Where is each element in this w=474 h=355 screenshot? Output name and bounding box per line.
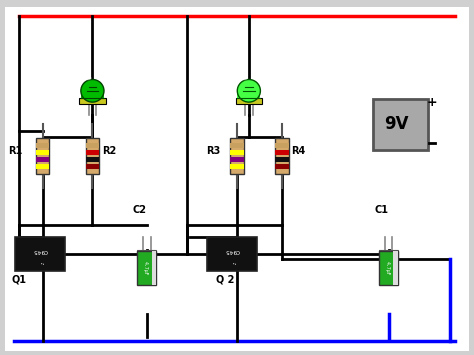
FancyBboxPatch shape [86,138,99,174]
Text: R2: R2 [102,146,116,157]
FancyBboxPatch shape [237,89,260,98]
Text: R1: R1 [9,146,23,157]
Text: 9V: 9V [384,115,409,133]
FancyBboxPatch shape [5,7,469,351]
Text: C945: C945 [225,248,240,253]
FancyBboxPatch shape [86,150,99,155]
Text: R4: R4 [292,146,306,157]
Text: C1: C1 [374,205,389,215]
FancyBboxPatch shape [86,157,99,162]
FancyBboxPatch shape [81,89,104,98]
Text: C945: C945 [33,248,48,253]
FancyBboxPatch shape [36,138,49,174]
FancyBboxPatch shape [16,237,65,271]
FancyBboxPatch shape [36,143,49,148]
Text: 4.7µF: 4.7µF [385,261,390,275]
FancyBboxPatch shape [36,157,49,162]
Text: Q 2: Q 2 [216,274,234,284]
FancyBboxPatch shape [79,98,106,104]
FancyBboxPatch shape [230,150,244,155]
FancyBboxPatch shape [230,157,244,162]
Text: ’ᴲ: ’ᴲ [37,258,43,263]
Text: ’ᴲ: ’ᴲ [229,258,235,263]
Text: Q1: Q1 [12,274,27,284]
FancyBboxPatch shape [207,237,257,271]
Ellipse shape [84,76,91,80]
FancyBboxPatch shape [36,164,49,169]
FancyBboxPatch shape [86,143,99,148]
FancyBboxPatch shape [230,164,244,169]
FancyBboxPatch shape [36,150,49,155]
FancyBboxPatch shape [275,164,289,169]
FancyBboxPatch shape [275,143,289,148]
FancyBboxPatch shape [275,157,289,162]
FancyBboxPatch shape [230,138,244,174]
FancyBboxPatch shape [137,251,156,285]
Ellipse shape [81,80,104,102]
FancyBboxPatch shape [393,251,398,285]
Text: C2: C2 [133,205,147,215]
FancyBboxPatch shape [137,250,156,258]
FancyBboxPatch shape [275,150,289,155]
FancyBboxPatch shape [275,138,289,174]
Text: +: + [426,95,437,109]
FancyBboxPatch shape [379,250,398,258]
FancyBboxPatch shape [373,98,428,150]
FancyBboxPatch shape [230,143,244,148]
FancyBboxPatch shape [379,251,398,285]
FancyBboxPatch shape [86,164,99,169]
Text: R3: R3 [206,146,220,157]
FancyBboxPatch shape [236,98,262,104]
Ellipse shape [240,76,248,80]
Ellipse shape [237,80,260,102]
Text: 4.7µF: 4.7µF [143,261,148,275]
FancyBboxPatch shape [152,251,156,285]
